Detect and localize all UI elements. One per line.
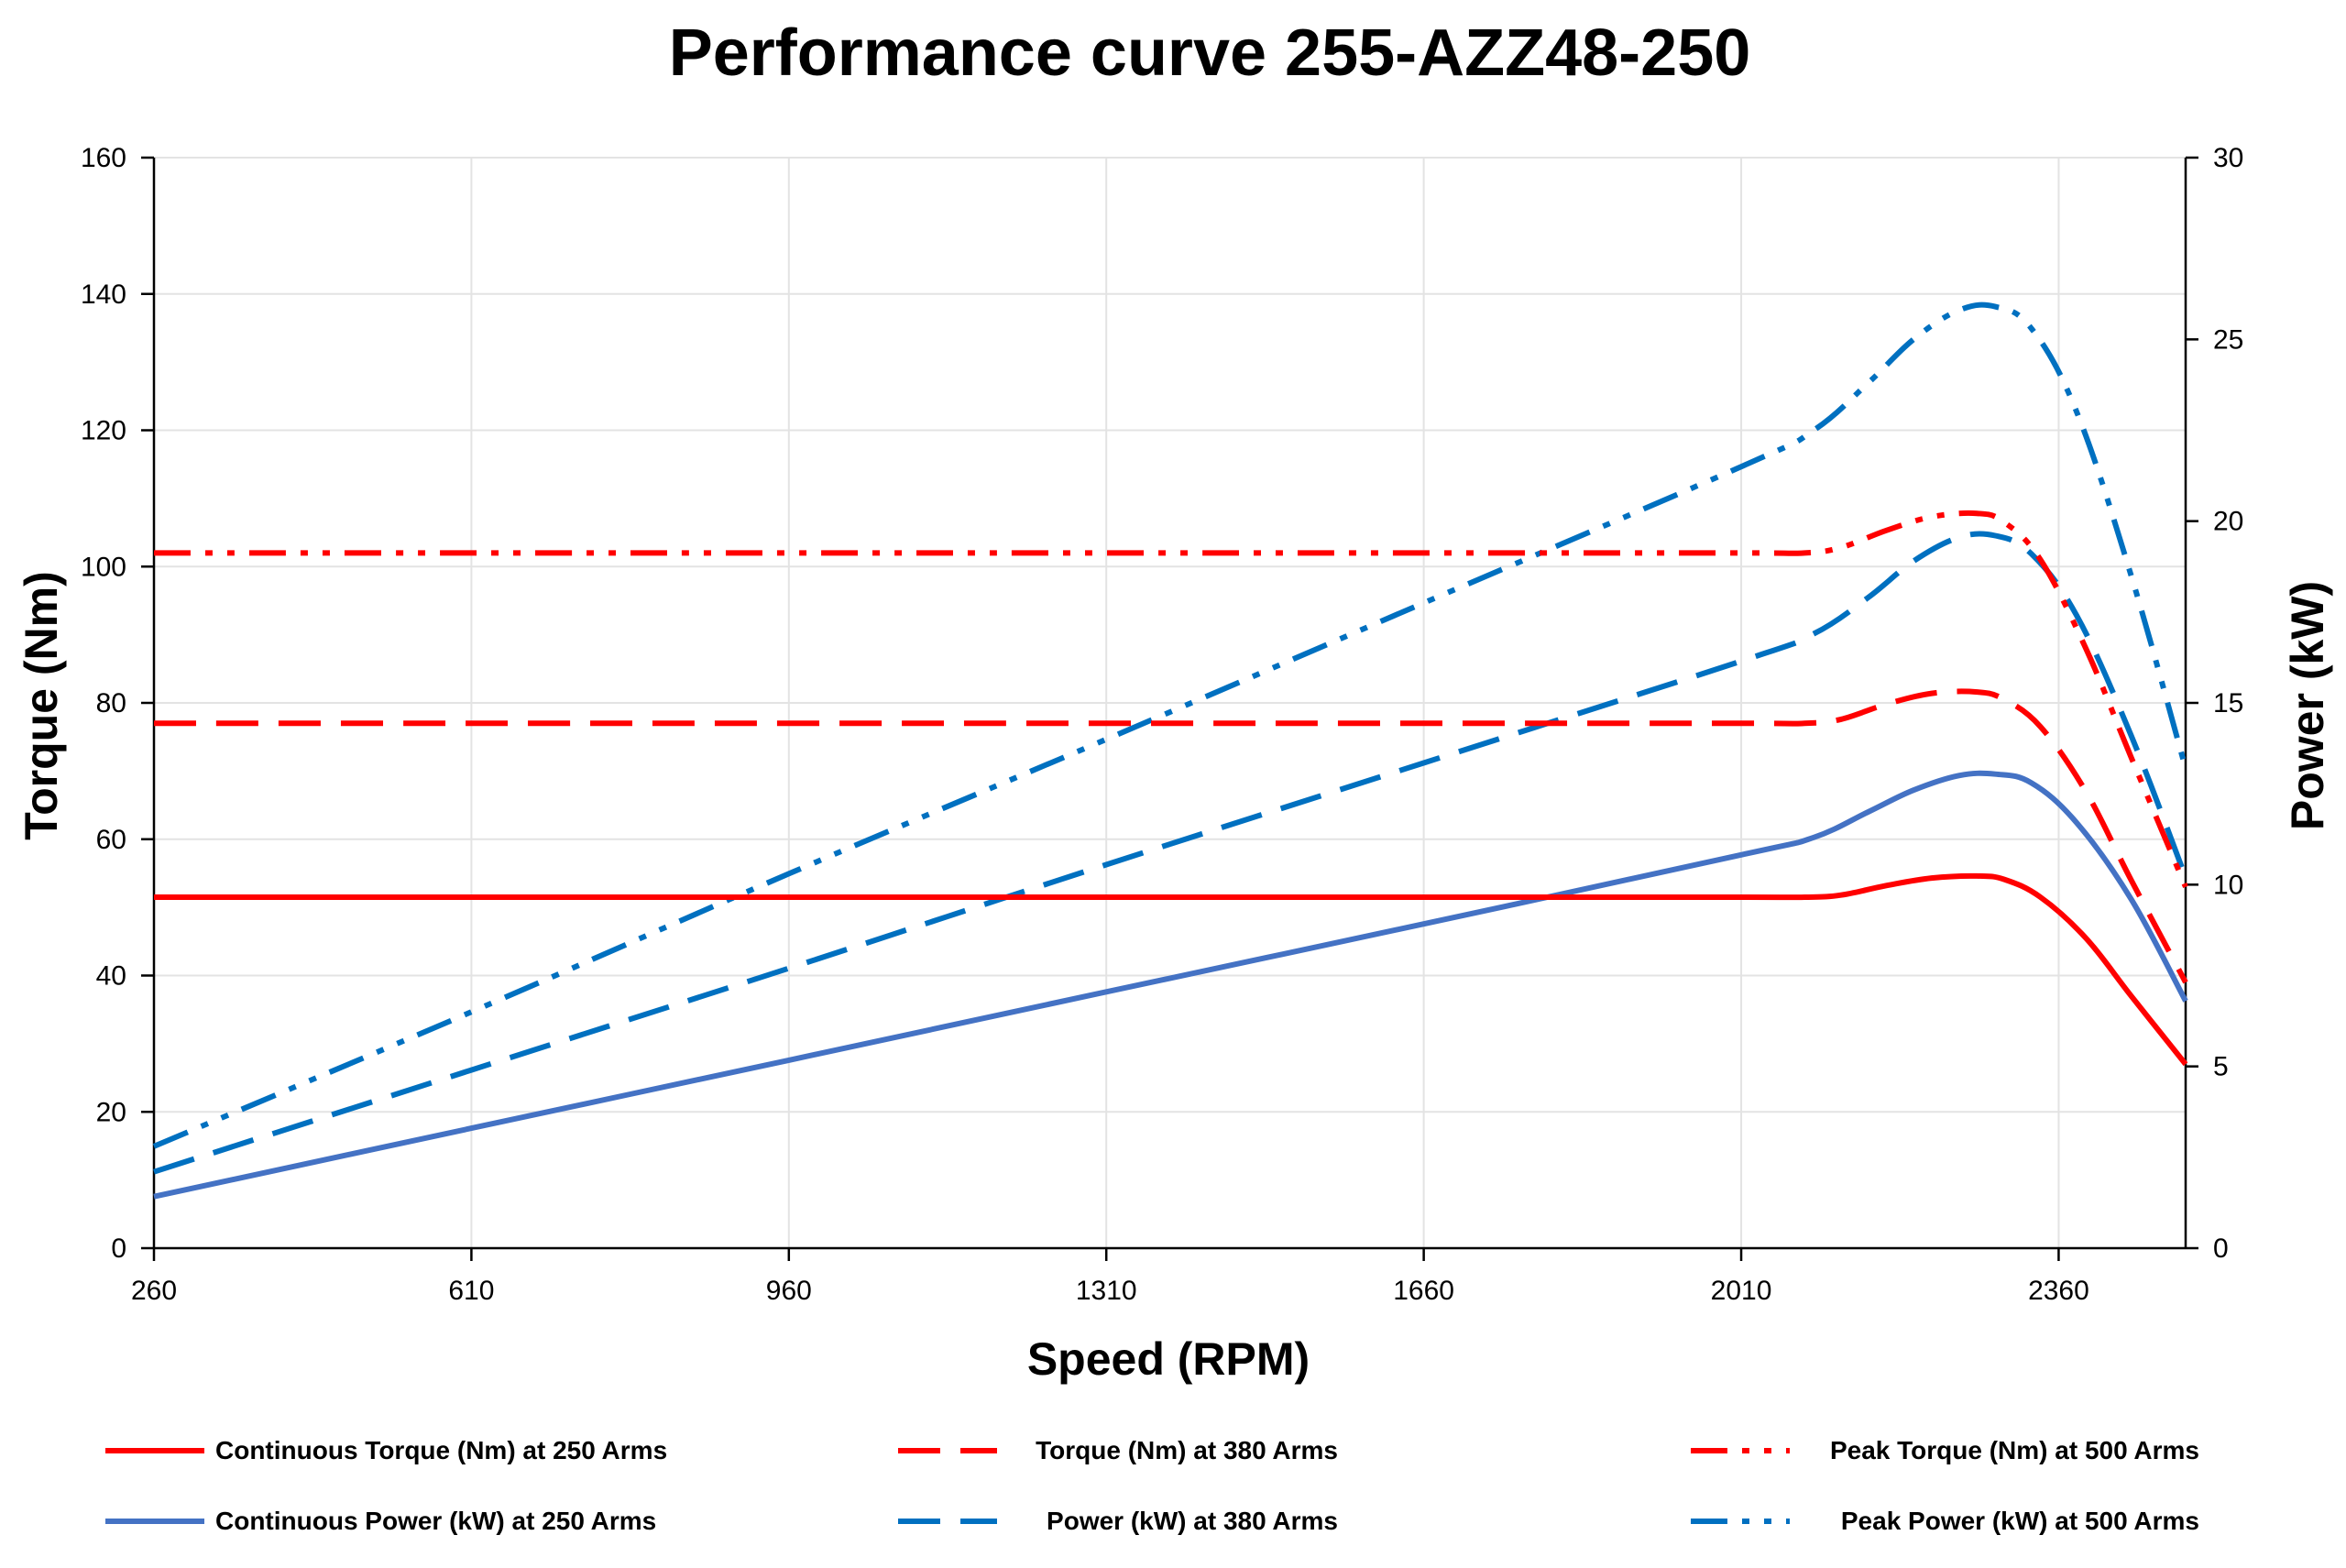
legend-label-torque-nm-at-380-arms: Torque (Nm) at 380 Arms: [1036, 1436, 1338, 1464]
y2-tick-label: 5: [2213, 1052, 2229, 1082]
y-tick-label: 80: [96, 688, 126, 718]
x-tick-label: 2010: [1711, 1276, 1772, 1306]
y2-tick-label: 0: [2213, 1234, 2229, 1264]
y2-axis-title: Power (kW): [2282, 581, 2333, 830]
y-tick-label: 120: [81, 416, 126, 446]
x-tick-label: 260: [131, 1276, 177, 1306]
legend-label-power-kw-at-380-arms: Power (kW) at 380 Arms: [1047, 1507, 1338, 1535]
x-tick-label: 1310: [1076, 1276, 1137, 1306]
y-tick-label: 140: [81, 280, 126, 310]
legend-label-continuous-torque-nm-at-250-arms: Continuous Torque (Nm) at 250 Arms: [215, 1436, 667, 1464]
gridlines: [154, 157, 2186, 1248]
y2-tick-label: 25: [2213, 324, 2243, 355]
x-tick-label: 2360: [2028, 1276, 2089, 1306]
x-tick-label: 610: [448, 1276, 494, 1306]
y2-tick-label: 20: [2213, 507, 2243, 537]
legend-label-continuous-power-kw-at-250-arms: Continuous Power (kW) at 250 Arms: [215, 1507, 656, 1535]
y-tick-label: 160: [81, 143, 126, 173]
x-tick-label: 1660: [1393, 1276, 1454, 1306]
y-tick-label: 100: [81, 552, 126, 582]
series-lines: [152, 302, 2188, 1200]
y2-tick-label: 10: [2213, 870, 2243, 900]
y-tick-label: 40: [96, 961, 126, 992]
chart-title: Performance curve 255-AZZ48-250: [669, 16, 1751, 90]
y2-tick-label: 15: [2213, 688, 2243, 718]
series-line-peak-torque-nm-at-500-arms: [154, 510, 2188, 888]
series-line-continuous-power-kw-at-250-arms: [153, 770, 2188, 1200]
legend: Continuous Torque (Nm) at 250 Arms Torque…: [105, 1436, 2199, 1535]
series-line-continuous-torque-nm-at-250-arms: [154, 872, 2188, 1067]
legend-label-peak-power-kw-at-500-arms: Peak Power (kW) at 500 Arms: [1841, 1507, 2199, 1535]
y-tick-label: 20: [96, 1097, 126, 1127]
x-axis-title: Speed (RPM): [1027, 1333, 1310, 1385]
y-tick-label: 0: [111, 1234, 126, 1264]
legend-label-peak-torque-nm-at-500-arms: Peak Torque (Nm) at 500 Arms: [1830, 1436, 2199, 1464]
series-line-peak-power-kw-at-500-arms: [152, 302, 2188, 1149]
y-tick-label: 60: [96, 825, 126, 855]
x-tick-label: 960: [766, 1276, 812, 1306]
y2-tick-label: 30: [2213, 143, 2243, 173]
series-line-torque-nm-at-380-arms: [154, 688, 2188, 984]
series-line-power-kw-at-380-arms: [153, 531, 2188, 1175]
y-axis-title: Torque (Nm): [16, 571, 67, 839]
